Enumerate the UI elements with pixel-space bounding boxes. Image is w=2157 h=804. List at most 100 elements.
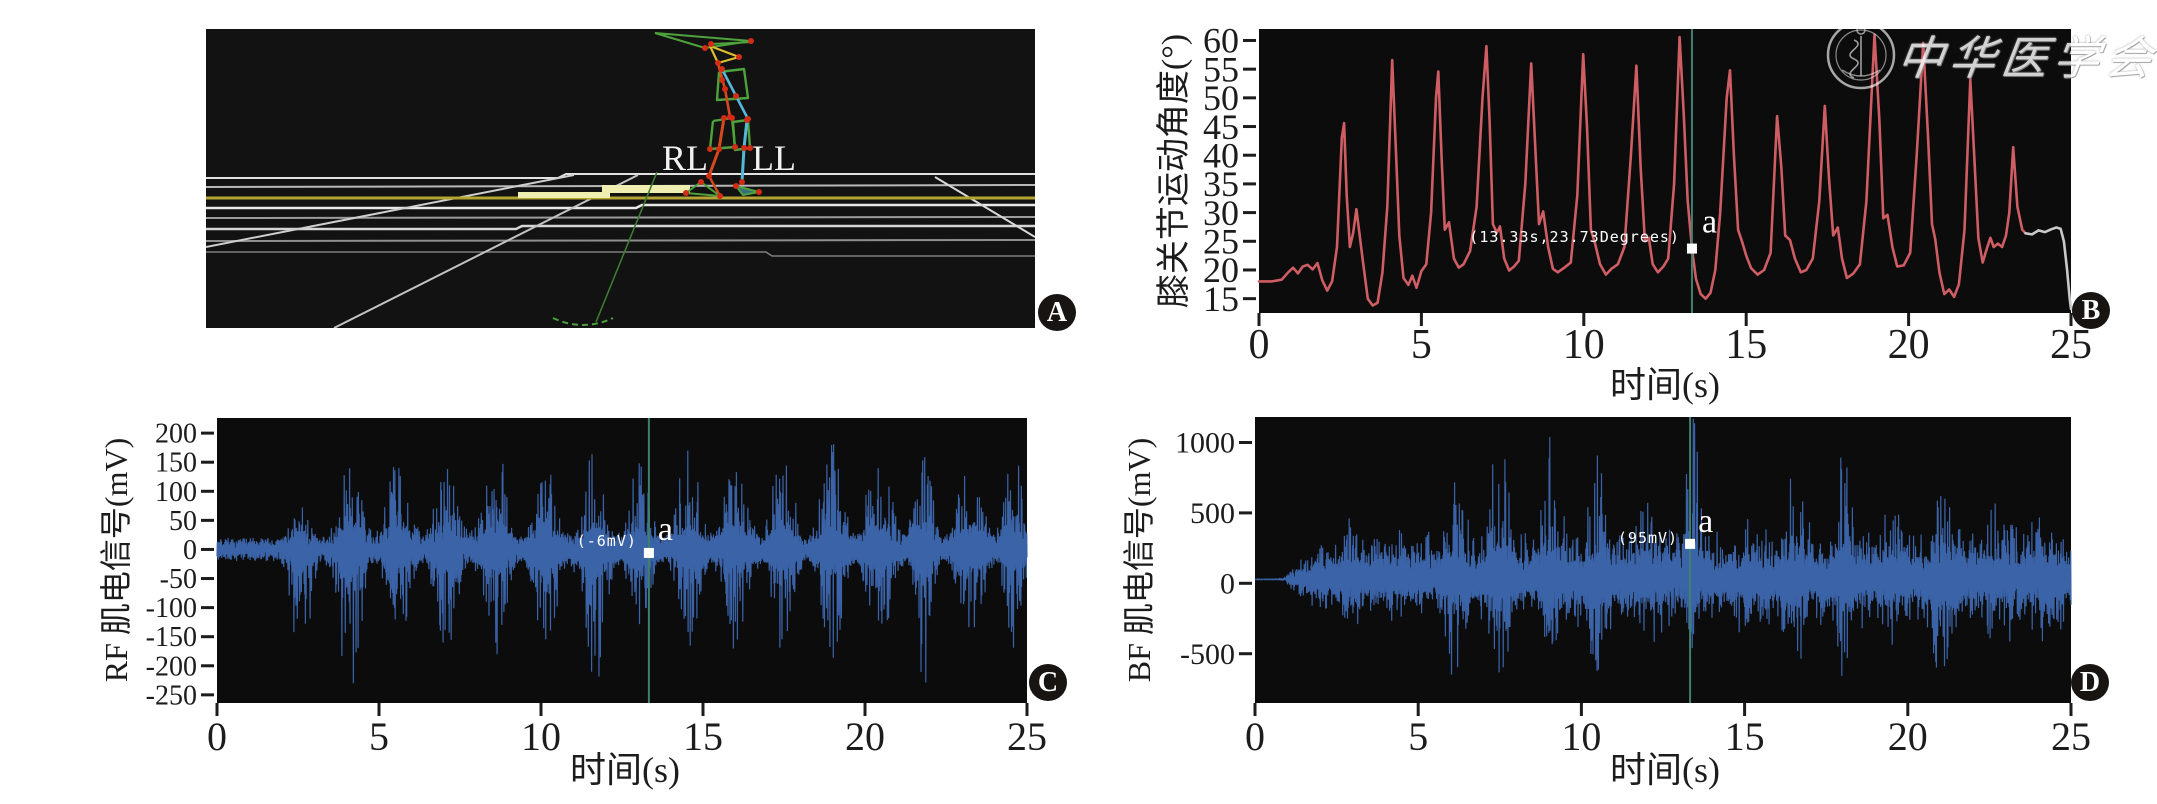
joint-marker: [748, 38, 754, 44]
joint-marker: [732, 144, 738, 150]
y-tick-label: 1000: [1175, 427, 1235, 460]
panel-a-motion-capture: RL LL: [206, 29, 1035, 328]
joint-marker: [719, 77, 725, 83]
y-tick-label: 50: [1203, 78, 1239, 118]
x-tick-label: 5: [1411, 322, 1432, 368]
gait-arc: [552, 317, 614, 326]
series-knee-angle: [1257, 33, 2027, 307]
emg-signal: [216, 444, 1028, 684]
head-segment: [654, 32, 752, 49]
x-tick-label: 15: [683, 714, 723, 759]
y-tick-label: 30: [1203, 193, 1239, 233]
y-tick-label: 25: [1203, 222, 1239, 262]
x-tick-label: 0: [1245, 714, 1265, 759]
footprint-patch: [602, 185, 690, 193]
y-tick-label: 20: [1203, 250, 1239, 290]
arm-links: [709, 44, 741, 65]
joint-marker: [706, 173, 712, 179]
joint-marker: [722, 86, 728, 92]
x-tick-label: 0: [1249, 322, 1270, 368]
y-tick-label: 200: [155, 419, 197, 450]
x-tick-label: 25: [1007, 714, 1047, 759]
grid-diagonal: [934, 176, 1035, 238]
joint-marker: [717, 193, 723, 199]
left-leg-chain: [740, 119, 749, 183]
shoulder-link: [710, 41, 754, 45]
x-tick-label: 20: [1888, 714, 1928, 759]
left-foot-segment: [733, 184, 760, 197]
joint-marker: [702, 45, 708, 51]
panel-badge-b: B: [2072, 292, 2110, 329]
y-tick-label: 15: [1203, 279, 1239, 319]
cursor-marker: [1686, 243, 1697, 254]
joint-marker: [756, 189, 762, 195]
y-tick-label: 500: [1190, 497, 1235, 530]
emg-signal: [1254, 418, 2072, 676]
y-axis-label: RF 肌电信号(mV): [98, 438, 134, 682]
grid-line: [206, 203, 1035, 210]
left-leg-label: LL: [752, 138, 796, 178]
right-foot-segment: [685, 181, 721, 197]
grid-diagonal: [206, 174, 575, 248]
y-tick-label: 0: [183, 535, 197, 566]
y-tick-label: -500: [1180, 638, 1235, 671]
y-tick-label: -100: [146, 593, 197, 624]
x-axis-label: 时间(s): [1610, 365, 1720, 405]
joint-marker: [707, 146, 713, 152]
joint-marker: [729, 115, 735, 121]
chart-b-knee-angle: (13.33s,23.73Degrees) a605550454035302520…: [1155, 21, 2092, 405]
cursor-readout: (13.33s,23.73Degrees): [1469, 228, 1680, 246]
x-tick-label: 20: [1888, 322, 1930, 368]
joint-marker: [747, 145, 753, 151]
grid-line: [206, 239, 1035, 242]
x-tick-label: 15: [1725, 322, 1767, 368]
joint-marker: [744, 117, 750, 123]
chart-d-bf-emg: (95mV) a 1000 500 0 -500 0 5 10 15 20 25 BF 肌电信号(mV)…: [1121, 417, 2091, 790]
cursor-marker: [1685, 538, 1696, 549]
cursor-marker: [643, 547, 654, 558]
panel-badge-d: D: [2071, 664, 2109, 701]
gait-line: [595, 171, 658, 323]
joint-marker: [715, 60, 721, 66]
joint-marker: [721, 115, 727, 121]
motion-capture-scene: RL LL: [206, 32, 1035, 328]
x-tick-label: 10: [1561, 714, 1601, 759]
joint-marker: [698, 179, 704, 185]
grid-line: [206, 251, 1035, 257]
joint-marker: [733, 183, 739, 189]
x-tick-label: 25: [2051, 714, 2091, 759]
x-tick-label: 0: [207, 714, 227, 759]
y-tick-label: 60: [1203, 21, 1239, 61]
thorax-segment: [715, 67, 750, 102]
panel-badge-a: A: [1038, 294, 1076, 331]
x-tick-label: 20: [845, 714, 885, 759]
joint-marker: [736, 54, 742, 60]
grid-line: [206, 173, 1035, 179]
y-tick-label: 50: [169, 506, 197, 537]
panel-badge-c: C: [1029, 664, 1067, 701]
joint-marker: [716, 146, 722, 152]
y-tick-label: -250: [146, 680, 197, 711]
cursor-point-label: a: [1698, 503, 1713, 540]
joint-marker: [708, 41, 714, 47]
x-tick-label: 25: [2050, 322, 2092, 368]
y-tick-label: 100: [155, 477, 197, 508]
y-tick-label: 45: [1203, 107, 1239, 147]
x-tick-label: 10: [521, 714, 561, 759]
right-foot-link: [707, 175, 722, 197]
grid-diagonal: [333, 174, 639, 328]
y-tick-label: 55: [1203, 49, 1239, 89]
x-tick-label: 5: [1408, 714, 1428, 759]
y-tick-label: 0: [1220, 568, 1235, 601]
y-tick-label: -200: [146, 651, 197, 682]
y-tick-label: -50: [160, 564, 197, 595]
x-tick-label: 10: [1563, 322, 1605, 368]
cursor-readout: (95mV): [1618, 529, 1678, 547]
x-tick-label: 5: [369, 714, 389, 759]
grid-line: [206, 224, 1035, 231]
joint-marker: [733, 93, 739, 99]
y-tick-label: 40: [1203, 135, 1239, 175]
y-axis-label: 膝关节运动角度(°): [1155, 34, 1193, 308]
